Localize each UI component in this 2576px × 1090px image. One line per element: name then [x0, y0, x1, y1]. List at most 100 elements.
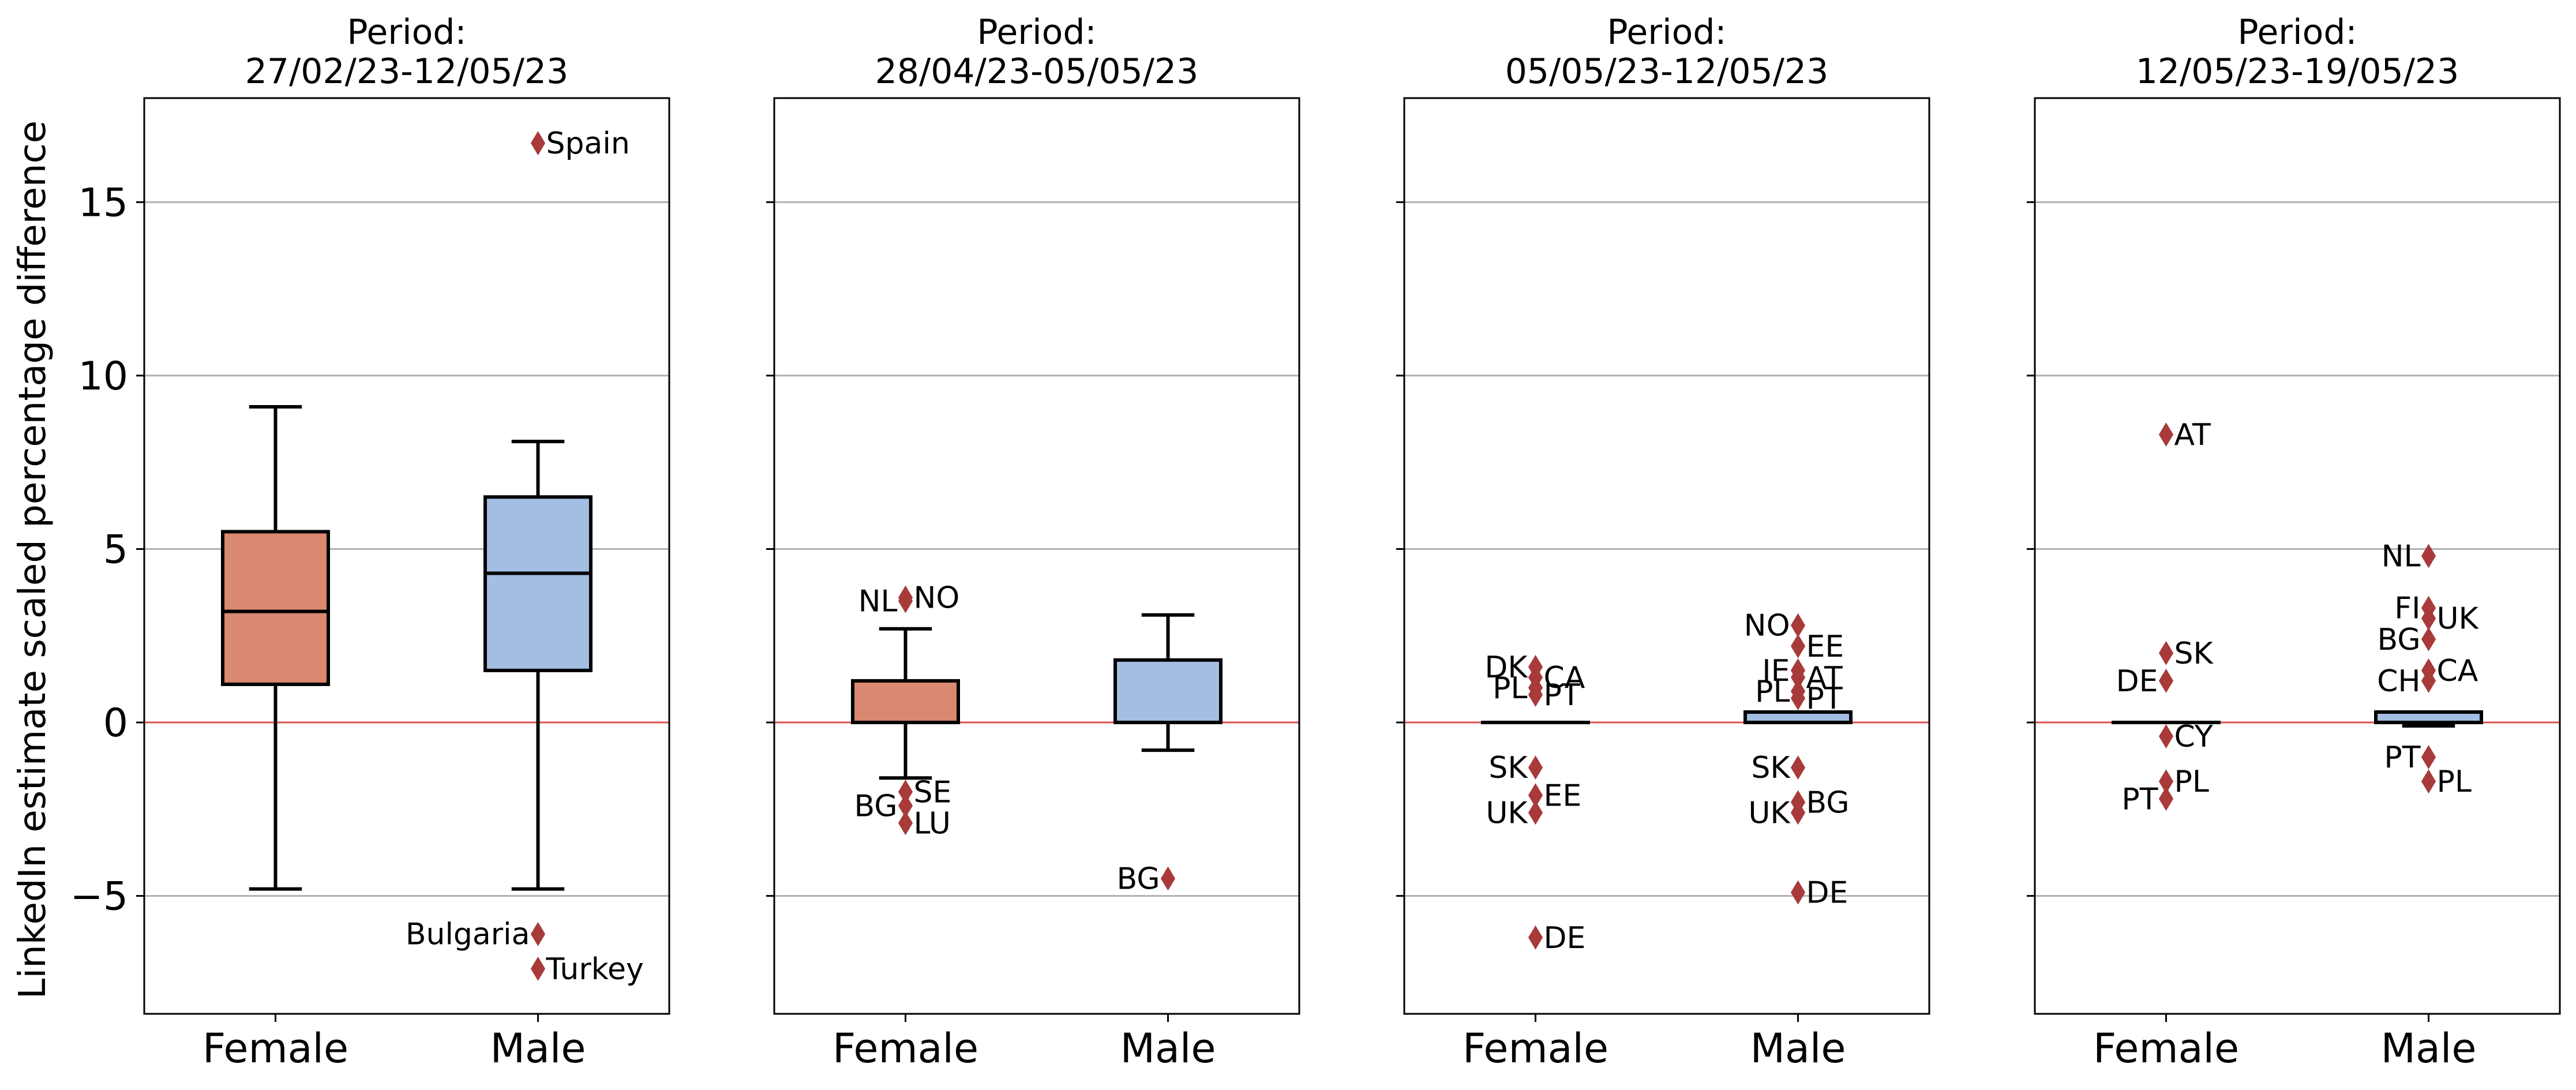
flier-label: PT — [1806, 681, 1843, 716]
flier: PT — [1790, 681, 1843, 716]
flier-marker — [1528, 925, 1543, 950]
panel-title-line1: Period: — [347, 12, 466, 53]
panel-title-line2: 28/04/23-05/05/23 — [875, 51, 1199, 92]
flier-label: CY — [2174, 720, 2213, 754]
flier: DE — [1790, 876, 1848, 911]
x-tick-label: Male — [1750, 1025, 1846, 1072]
x-tick-label: Female — [203, 1025, 348, 1072]
panel-title-line1: Period: — [1607, 12, 1726, 53]
flier-label: NL — [2382, 540, 2421, 574]
flier: BG — [2377, 623, 2436, 657]
box-body — [1113, 658, 1223, 725]
axes-frame — [2034, 97, 2561, 1015]
flier-label: NL — [858, 585, 898, 619]
box-male: NO EE IE AT PL PT SK BG UK DE — [1743, 609, 1853, 911]
flier-label: UK — [1748, 796, 1791, 830]
panel-title: Period: 05/05/23-12/05/23 — [1505, 12, 1829, 92]
flier-marker — [2421, 544, 2436, 568]
box-female — [221, 405, 330, 891]
flier: SK — [2158, 636, 2214, 671]
flier: DE — [2116, 664, 2174, 699]
chart-panels: Period: 27/02/23-12/05/23−5051015FemaleSp… — [70, 12, 2561, 1072]
flier-label: PL — [2437, 765, 2472, 799]
flier-label: Bulgaria — [406, 917, 530, 952]
flier-label: BG — [2377, 623, 2420, 657]
flier-marker — [1790, 755, 1806, 780]
flier: AT — [2158, 418, 2211, 452]
flier: BG — [1116, 862, 1176, 897]
panel-2: Period: 28/04/23-05/05/23 NL NO SE BG LU Female… — [766, 12, 1300, 1072]
x-tick-label: Male — [1120, 1025, 1216, 1072]
flier-label: UK — [1486, 796, 1528, 830]
flier: CA — [2421, 654, 2478, 688]
flier-marker — [1528, 800, 1543, 825]
flier-label: LU — [914, 806, 951, 841]
flier-marker — [530, 131, 546, 156]
flier: EE — [1790, 630, 1844, 664]
flier-label: PL — [1755, 675, 1790, 709]
x-tick-label: Male — [2381, 1025, 2477, 1072]
flier-marker — [2158, 724, 2174, 749]
flier-marker — [1790, 613, 1806, 638]
flier-marker — [530, 956, 546, 981]
flier-label: SK — [1488, 751, 1528, 785]
y-tick-label: 15 — [78, 180, 128, 226]
flier-marker — [2421, 769, 2436, 794]
flier-label: BG — [1116, 862, 1160, 897]
box-male: NL FI UK BG CA CH PT PL — [2374, 540, 2483, 799]
flier-label: CA — [1544, 661, 1585, 695]
box-body — [221, 530, 330, 686]
box-female: NL NO SE BG LU — [851, 581, 960, 841]
flier-label: DE — [2116, 664, 2158, 699]
axes-frame — [143, 97, 670, 1015]
flier: PT — [2121, 782, 2174, 816]
flier: PT — [1528, 678, 1580, 713]
flier-label: AT — [2174, 418, 2211, 452]
panel-title-line2: 05/05/23-12/05/23 — [1505, 51, 1829, 92]
flier: UK — [2421, 602, 2480, 636]
y-tick-label: 5 — [103, 527, 128, 572]
panel-4: Period: 12/05/23-19/05/23 AT SK DE CY PL PT Fema… — [2027, 12, 2561, 1072]
flier-marker — [1790, 800, 1806, 825]
x-tick-label: Male — [490, 1025, 586, 1072]
panel-title-line1: Period: — [977, 12, 1096, 53]
y-tick-label: −5 — [70, 874, 128, 920]
flier: CH — [2377, 664, 2436, 699]
flier: NO — [1744, 609, 1806, 643]
flier-label: EE — [1544, 778, 1582, 813]
box-male: BG — [1113, 613, 1223, 897]
flier: CA — [1528, 661, 1585, 695]
flier-marker — [2421, 627, 2436, 651]
box-female: DK CA PL PT SK EE UK DE — [1481, 650, 1590, 956]
flier-label: FI — [2394, 591, 2420, 626]
flier-label: AT — [1806, 661, 1843, 695]
flier-label: DE — [1544, 921, 1586, 956]
flier: SK — [1751, 751, 1806, 785]
flier: DK — [1484, 650, 1543, 685]
panel-3: Period: 05/05/23-12/05/23 DK CA PL PT SK EE UK DE… — [1396, 12, 1930, 1072]
flier-label: PL — [2174, 765, 2209, 799]
y-tick-label: 0 — [103, 701, 128, 746]
flier-label: PL — [1493, 671, 1527, 706]
flier-label: NO — [1744, 609, 1790, 643]
flier-marker — [1790, 686, 1806, 710]
flier-label: CH — [2377, 664, 2420, 699]
flier: PL — [2421, 765, 2472, 799]
panel-title: Period: 12/05/23-19/05/23 — [2136, 12, 2459, 92]
flier-marker — [2158, 640, 2174, 665]
panel-title: Period: 27/02/23-12/05/23 — [245, 12, 569, 92]
flier: IE — [1762, 654, 1806, 688]
flier-label: UK — [2437, 602, 2480, 636]
flier-label: PT — [1544, 678, 1580, 713]
box-male: Spain Bulgaria Turkey — [406, 126, 644, 987]
flier: UK — [1486, 796, 1543, 830]
flier-marker — [2158, 786, 2174, 811]
flier: CY — [2158, 720, 2213, 754]
box-female: AT SK DE CY PL PT — [2112, 418, 2221, 816]
flier: Turkey — [530, 952, 644, 987]
flier-marker — [1790, 880, 1806, 905]
flier-label: DE — [1806, 876, 1848, 911]
flier: NO — [898, 581, 959, 616]
panel-title-line2: 27/02/23-12/05/23 — [245, 51, 569, 92]
